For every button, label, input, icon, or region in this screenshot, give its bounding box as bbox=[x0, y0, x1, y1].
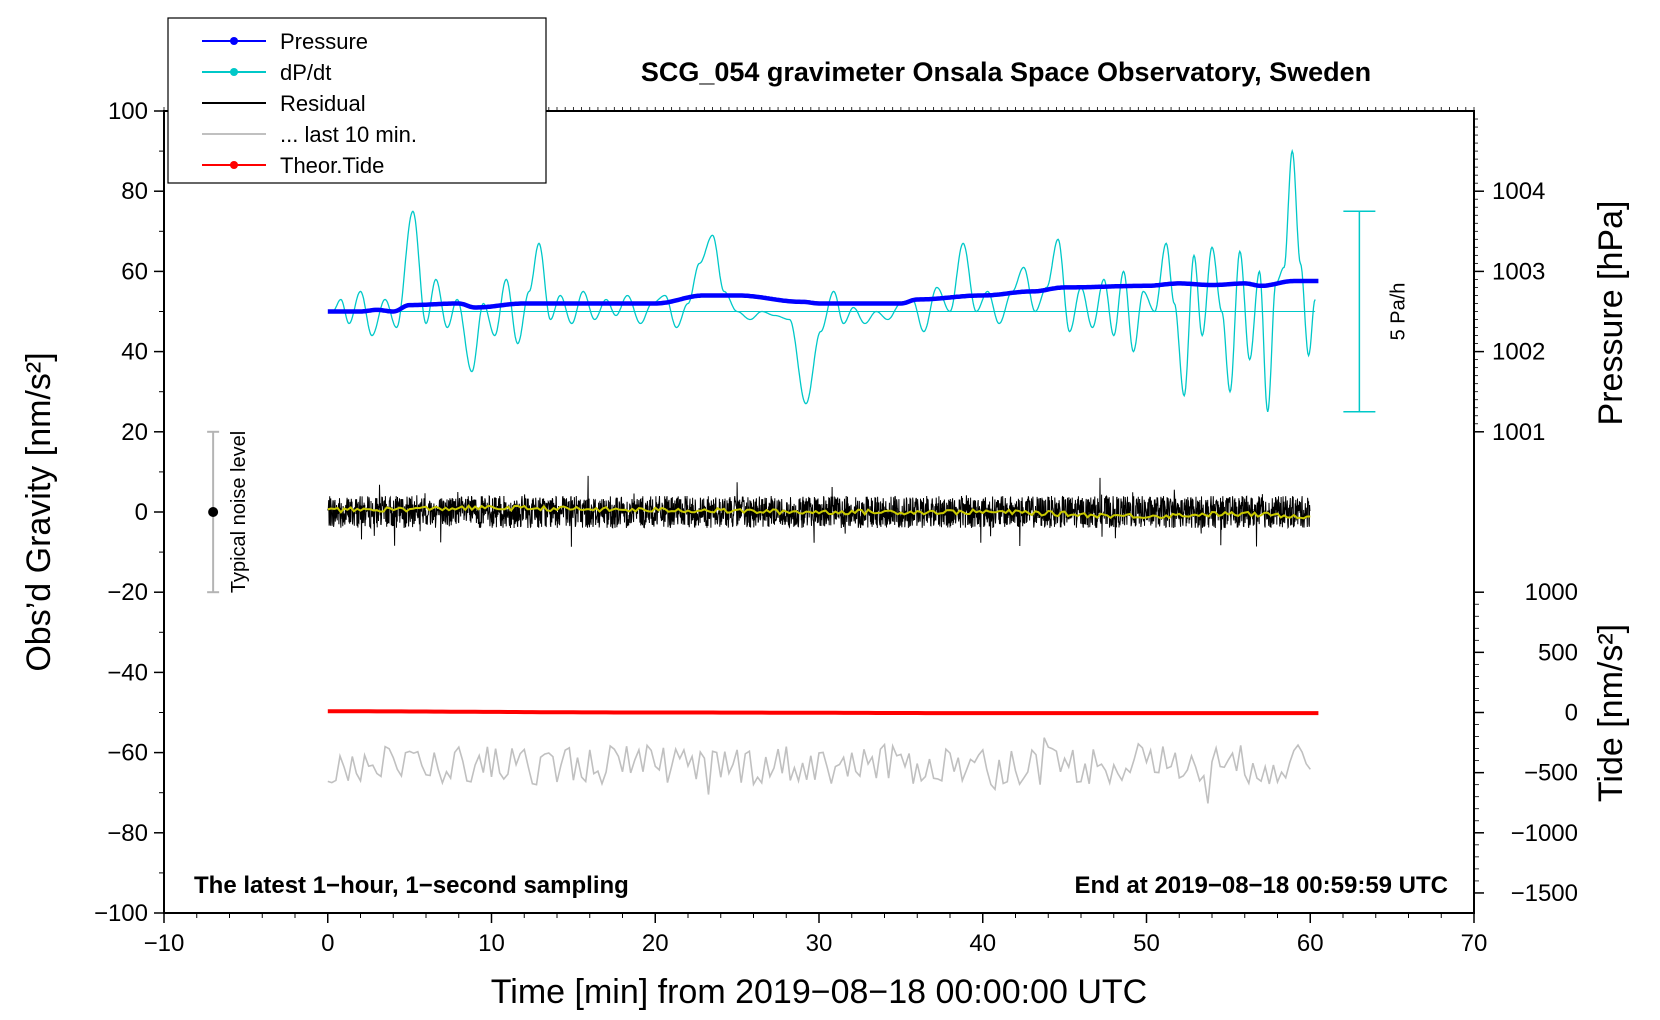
series-last10min-line bbox=[327, 737, 1311, 804]
y-tick-label: −40 bbox=[107, 659, 148, 686]
legend-marker bbox=[230, 68, 238, 76]
chart-title: SCG_054 gravimeter Onsala Space Observat… bbox=[641, 57, 1371, 87]
tide-tick-label: 0 bbox=[1565, 700, 1578, 727]
x-tick-label: 70 bbox=[1461, 930, 1488, 957]
y-tick-label: −20 bbox=[107, 579, 148, 606]
tide-tick-label: −1000 bbox=[1511, 820, 1578, 847]
x-tick-label: 40 bbox=[969, 930, 996, 957]
y-tick-label: −100 bbox=[94, 900, 148, 927]
tide-tick-label: −500 bbox=[1524, 760, 1578, 787]
x-tick-label: −10 bbox=[144, 930, 185, 957]
y-tick-label: 60 bbox=[121, 258, 148, 285]
legend-box bbox=[167, 17, 547, 184]
series-pressure-line bbox=[327, 278, 1319, 314]
series-residual-smoothed-line bbox=[327, 504, 1311, 520]
pressure-tick-label: 1002 bbox=[1492, 339, 1545, 366]
legend: Pressure dP/dt Residual ... last 10 min. The… bbox=[167, 17, 547, 184]
y-tick-label: 20 bbox=[121, 419, 148, 446]
legend-label: Theor.Tide bbox=[280, 153, 384, 178]
x-tick-label: 30 bbox=[806, 930, 833, 957]
y-tick-label: −60 bbox=[107, 740, 148, 767]
tide-tick-label: −1500 bbox=[1511, 880, 1578, 907]
legend-label: Residual bbox=[280, 91, 366, 116]
legend-label: Pressure bbox=[280, 29, 368, 54]
pressure-tick-label: 1004 bbox=[1492, 178, 1545, 205]
legend-label: ... last 10 min. bbox=[280, 122, 417, 147]
series-dpdt-line bbox=[332, 148, 1316, 412]
x-axis-title: Time [min] from 2019−08−18 00:00:00 UTC bbox=[491, 973, 1147, 1011]
x-axis-label: Time [min] from 2019−08−18 00:00:00 UTC bbox=[491, 973, 1147, 1011]
axis-layer: −10 0 10 20 30 40 50 60 70−100−80−60−40−20020406… bbox=[94, 98, 1578, 957]
end-time-note: End at 2019−08−18 00:59:59 UTC bbox=[1074, 872, 1448, 899]
sampling-note: The latest 1−hour, 1−second sampling bbox=[194, 872, 629, 899]
pressure-axis-label: Pressure [hPa] bbox=[1592, 201, 1630, 426]
y-tick-label: 40 bbox=[121, 339, 148, 366]
x-tick-label: 20 bbox=[642, 930, 669, 957]
legend-marker bbox=[230, 161, 238, 169]
y-axis-title: Obs’d Gravity [nm/s²] bbox=[20, 352, 58, 671]
legend-label: dP/dt bbox=[280, 60, 331, 85]
y-tick-label: 0 bbox=[135, 499, 148, 526]
tide-axis-label: Tide [nm/s²] bbox=[1592, 624, 1630, 802]
pressure-tick-label: 1003 bbox=[1492, 258, 1545, 285]
x-tick-label: 0 bbox=[321, 930, 334, 957]
series-residual-line bbox=[327, 475, 1311, 547]
pressure-tick-label: 1001 bbox=[1492, 419, 1545, 446]
legend-marker bbox=[230, 37, 238, 45]
y-axis-label: Obs’d Gravity [nm/s²] bbox=[20, 352, 58, 671]
x-tick-label: 50 bbox=[1133, 930, 1160, 957]
noise-level-label: Typical noise level bbox=[228, 431, 250, 593]
tide-tick-label: 1000 bbox=[1525, 579, 1578, 606]
tide-axis-title: Tide [nm/s²] bbox=[1592, 624, 1630, 802]
y-tick-label: 80 bbox=[121, 178, 148, 205]
scale-bar-label: 5 Pa/h bbox=[1387, 283, 1409, 341]
series-layer: Typical noise level 5 Pa/h bbox=[207, 148, 1409, 804]
series-tide-line bbox=[327, 709, 1319, 716]
x-tick-label: 60 bbox=[1297, 930, 1324, 957]
pressure-axis-title: Pressure [hPa] bbox=[1592, 201, 1630, 426]
y-tick-label: 100 bbox=[108, 98, 148, 125]
noise-level-dot bbox=[208, 507, 219, 517]
tide-tick-label: 500 bbox=[1538, 639, 1578, 666]
y-tick-label: −80 bbox=[107, 820, 148, 847]
x-tick-label: 10 bbox=[478, 930, 505, 957]
